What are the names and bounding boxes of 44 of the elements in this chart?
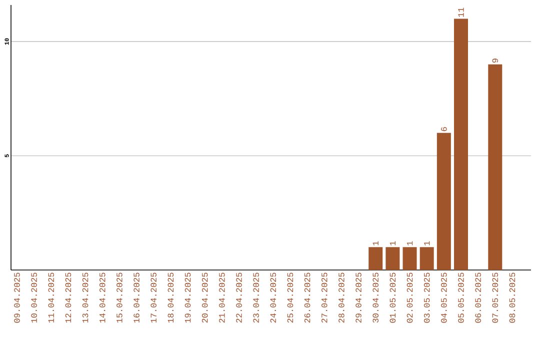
x-tick-label: 03.05.2025 xyxy=(424,272,430,323)
x-tick-label: 12.04.2025 xyxy=(65,272,72,323)
data-label: 9 xyxy=(492,58,498,63)
x-tick-label: 08.05.2025 xyxy=(509,272,516,323)
x-tick-label: 01.05.2025 xyxy=(390,272,396,323)
bar xyxy=(454,18,468,270)
x-tick-label: 13.04.2025 xyxy=(82,272,88,323)
x-tick-label: 15.04.2025 xyxy=(116,272,122,323)
bar xyxy=(386,247,400,270)
x-tick-label: 09.04.2025 xyxy=(14,272,20,323)
x-tick-label: 26.04.2025 xyxy=(304,272,310,323)
x-tick-label: 06.05.2025 xyxy=(475,272,481,323)
data-label: 11 xyxy=(458,8,464,17)
bar xyxy=(488,64,502,270)
x-tick-label: 04.05.2025 xyxy=(441,272,447,323)
x-tick-label: 02.05.2025 xyxy=(406,272,413,323)
data-label: 1 xyxy=(372,241,378,246)
x-tick-label: 27.04.2025 xyxy=(321,272,328,323)
x-tick-label: 19.04.2025 xyxy=(184,272,191,323)
x-tick-label: 25.04.2025 xyxy=(287,272,294,323)
x-tick-label: 21.04.2025 xyxy=(219,272,225,323)
bar xyxy=(436,132,451,270)
data-label: 1 xyxy=(406,241,413,246)
x-tick-label: 23.04.2025 xyxy=(253,272,259,323)
x-tick-label: 05.05.2025 xyxy=(458,272,464,323)
x-tick-label: 29.04.2025 xyxy=(356,272,362,323)
x-tick-label: 28.04.2025 xyxy=(338,272,344,323)
bar xyxy=(368,247,383,270)
bar xyxy=(420,247,434,270)
x-tick-label: 22.04.2025 xyxy=(236,272,242,323)
x-tick-label: 07.05.2025 xyxy=(492,272,498,323)
bar xyxy=(402,247,417,270)
data-label: 6 xyxy=(441,127,447,132)
x-tick-label: 30.04.2025 xyxy=(372,272,378,323)
x-tick-label: 16.04.2025 xyxy=(134,272,140,323)
x-tick-label: 10.04.2025 xyxy=(31,272,37,323)
x-tick-label: 18.04.2025 xyxy=(168,272,174,323)
x-tick-label: 17.04.2025 xyxy=(150,272,156,323)
x-tick-label: 24.04.2025 xyxy=(270,272,276,323)
x-tick-label: 20.04.2025 xyxy=(202,272,208,323)
x-tick-label: 14.04.2025 xyxy=(99,272,106,323)
data-label: 1 xyxy=(424,241,430,246)
data-label: 1 xyxy=(390,241,396,246)
x-tick-label: 11.04.2025 xyxy=(48,272,54,323)
